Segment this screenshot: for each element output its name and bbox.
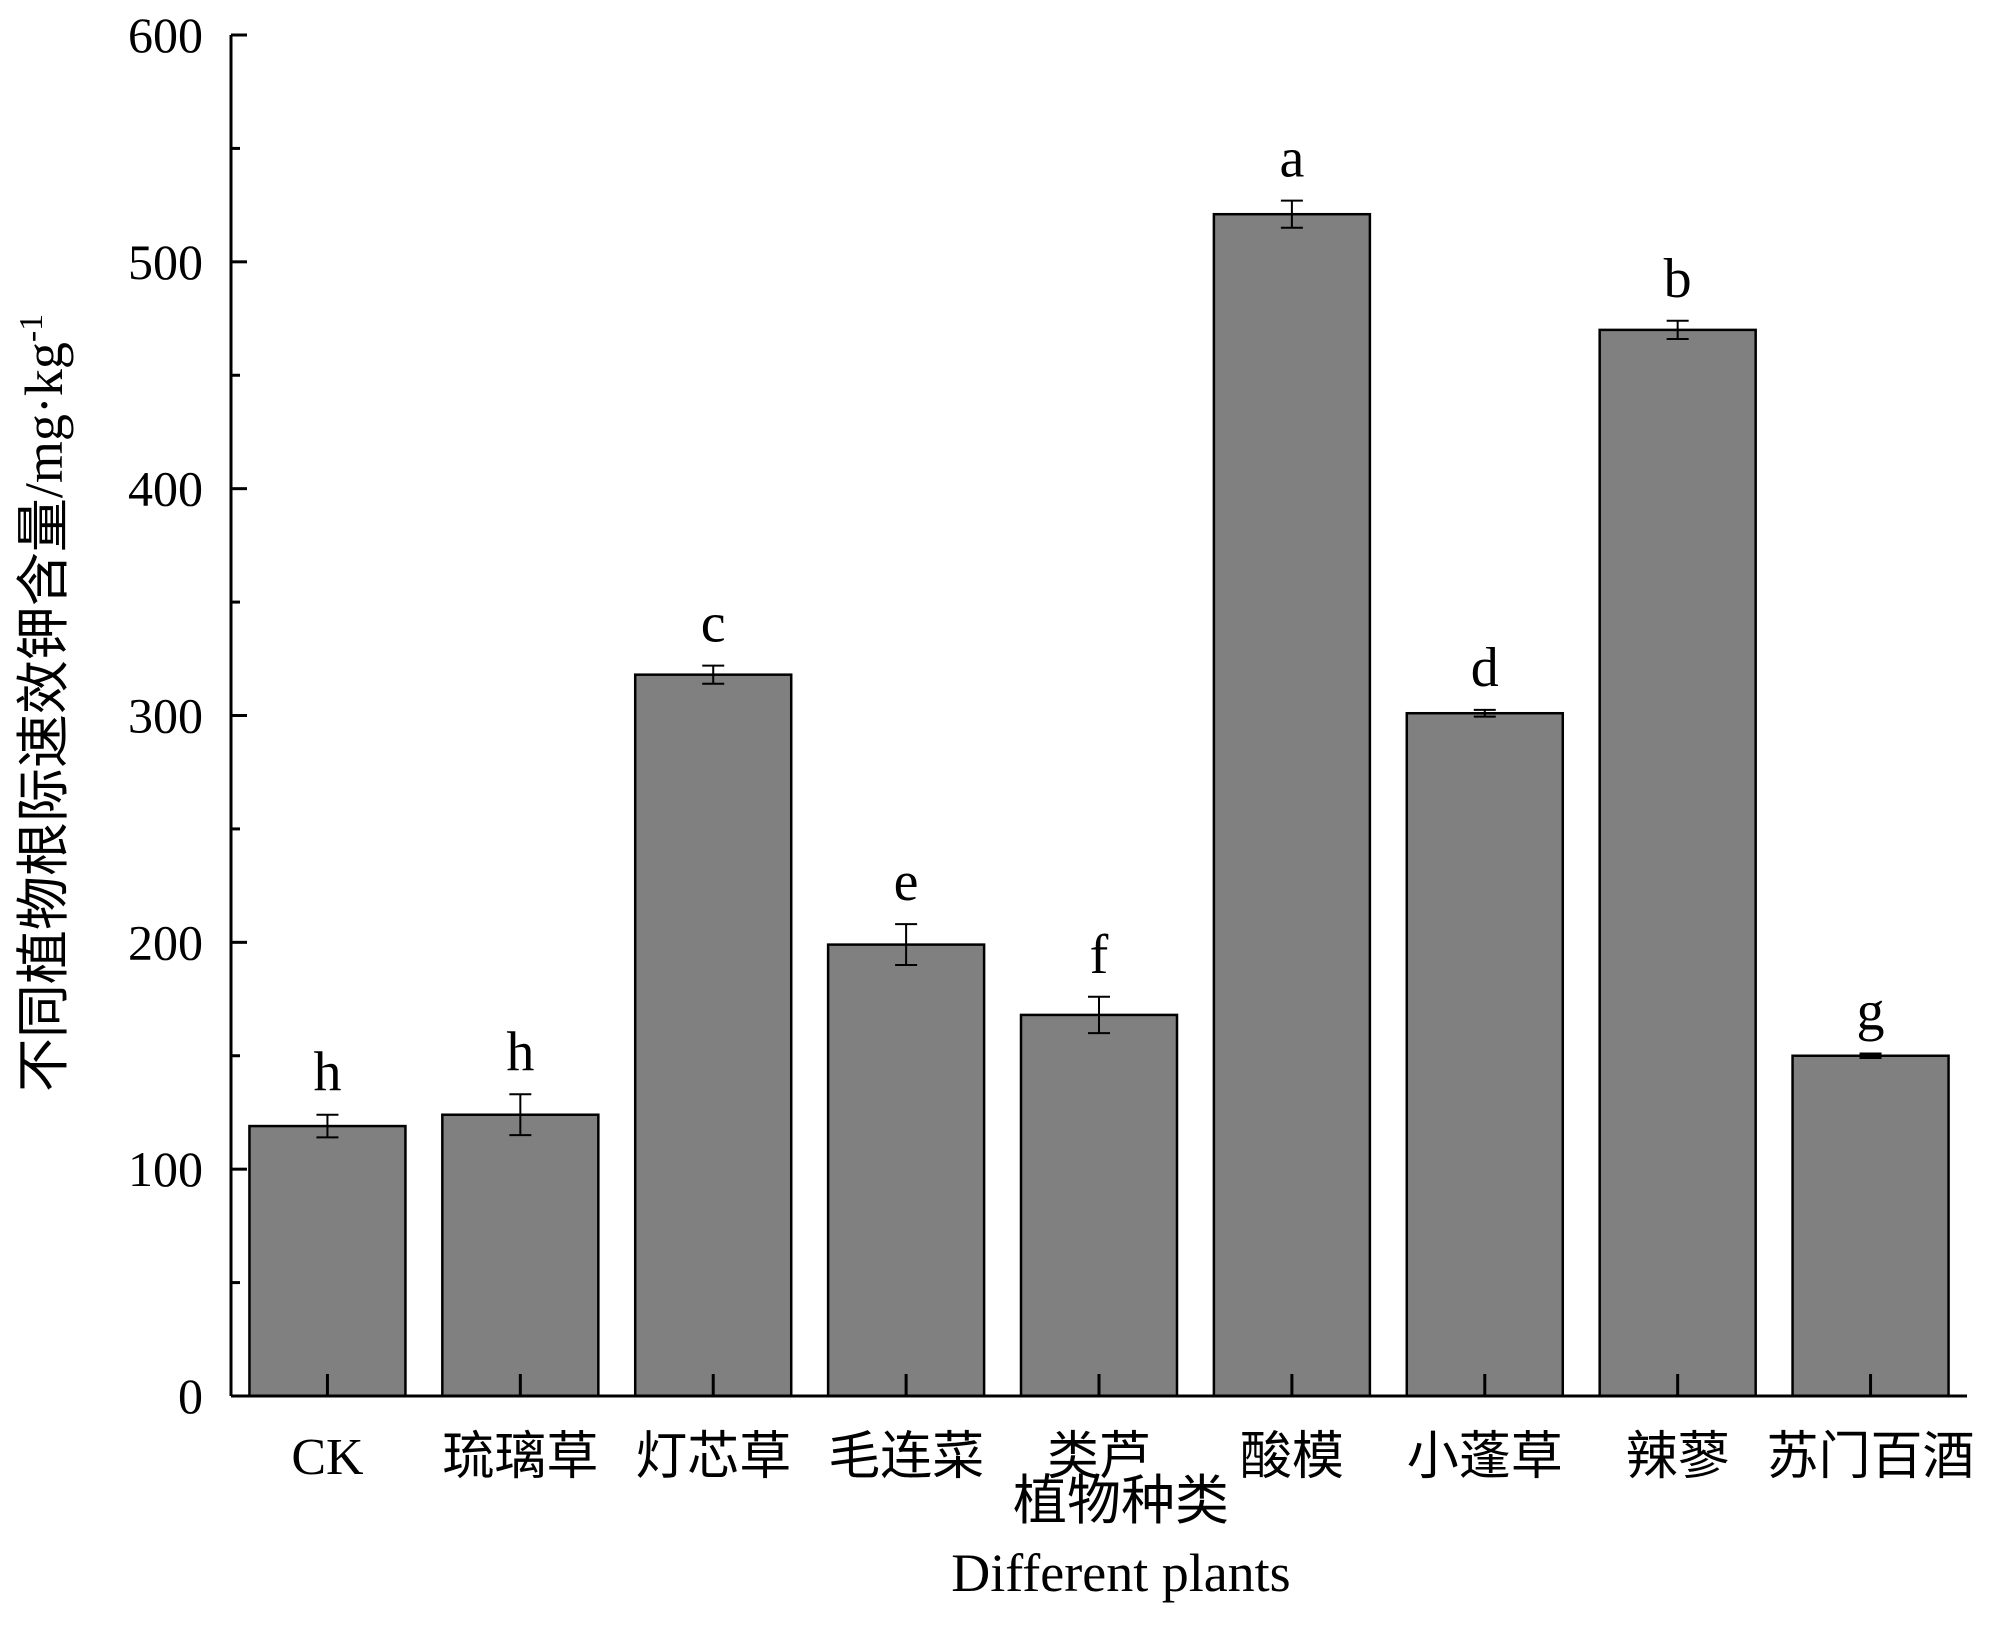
bar (1598, 328, 1757, 1398)
y-tick-label: 200 (128, 914, 203, 970)
x-tick-label: 酸模 (1240, 1429, 1344, 1486)
x-axis-title: 植物种类 (1013, 1471, 1229, 1531)
significance-label: e (894, 851, 919, 913)
x-tick-label: 琉璃草 (442, 1429, 598, 1486)
bar (441, 1113, 600, 1398)
significance-label: d (1471, 637, 1499, 699)
significance-labels-group: h h c e f a d b g (313, 128, 1884, 1104)
bar (1212, 212, 1372, 1398)
bar (633, 673, 793, 1398)
y-tick-label: 600 (128, 7, 203, 63)
significance-label: b (1664, 248, 1692, 310)
bar (1791, 1054, 1950, 1398)
y-axis-title-sup: -1 (13, 314, 50, 342)
y-tick-label: 0 (178, 1368, 203, 1424)
bar (1405, 711, 1565, 1398)
x-tick-label: 辣蓼 (1626, 1429, 1730, 1486)
significance-label: g (1857, 980, 1885, 1042)
x-tick-label: 小蓬草 (1407, 1429, 1563, 1486)
bar (1019, 1013, 1179, 1398)
y-axis-title: 不同植物根际速效钾含量/mg·kg-1 (13, 314, 74, 1092)
x-tick-label: 毛连菜 (828, 1429, 984, 1486)
x-tick-label: CK (291, 1429, 364, 1486)
x-ticks-group (325, 1374, 1873, 1396)
y-tick-label: 400 (128, 461, 203, 517)
x-tick-label: 类芦 (1047, 1429, 1151, 1486)
significance-label: h (313, 1042, 341, 1104)
x-tick-labels-group: CK 琉璃草 灯芯草 毛连菜 类芦 酸模 小蓬草 辣蓼 苏门百酒 (291, 1429, 1974, 1486)
bar (826, 943, 986, 1398)
y-tick-label: 100 (128, 1141, 203, 1197)
x-tick-label: 灯芯草 (635, 1429, 791, 1486)
y-axis-title-main: 不同植物根际速效钾含量/mg·kg (14, 342, 74, 1092)
significance-label: h (506, 1021, 534, 1083)
y-tick-label: 300 (128, 688, 203, 744)
significance-label: a (1279, 128, 1304, 190)
bar (248, 1124, 407, 1398)
y-tick-label: 500 (128, 234, 203, 290)
significance-label: c (701, 593, 726, 655)
error-bars-group (316, 199, 1882, 1139)
bars-group (248, 212, 1950, 1398)
x-axis-title-en: Different plants (951, 1543, 1290, 1603)
y-ticks-group: 0 100 200 300 400 500 600 (128, 7, 247, 1424)
significance-label: f (1090, 924, 1109, 986)
x-tick-label: 苏门百酒 (1767, 1429, 1975, 1486)
